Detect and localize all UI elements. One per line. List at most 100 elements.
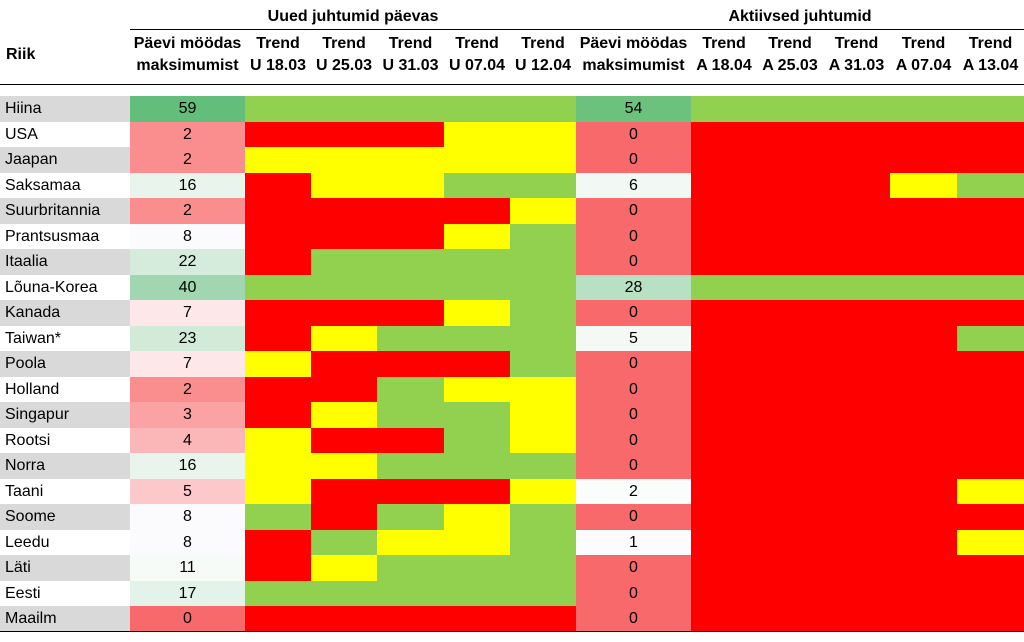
new-trend-cell <box>510 325 576 351</box>
new-days-since-max: 2 <box>130 147 245 173</box>
country-name: Taiwan* <box>5 329 62 347</box>
country-name: Rootsi <box>5 431 51 449</box>
active-trend-cell <box>757 453 823 479</box>
active-trend-cell <box>957 96 1024 122</box>
active-trend-cell <box>691 198 757 224</box>
new-trend-cell <box>377 96 444 122</box>
country-name: Taani <box>5 482 44 500</box>
new-trend-cell <box>311 351 377 377</box>
active-days-since-max: 2 <box>576 478 691 504</box>
active-trend-cell <box>890 478 957 504</box>
table-row: Prantsusmaa 8 0 <box>0 223 1024 249</box>
new-trend-cell <box>377 580 444 606</box>
new-trend-cell <box>510 121 576 147</box>
active-trend-cell <box>957 300 1024 326</box>
new-days-since-max: 3 <box>130 402 245 428</box>
new-trend-cell <box>245 376 311 402</box>
new-trend-cell <box>377 300 444 326</box>
new-trend-cell <box>444 96 510 122</box>
new-days-since-max: 17 <box>130 580 245 606</box>
new-trend-cell <box>510 96 576 122</box>
active-trend-cell <box>823 351 890 377</box>
group-header-new-cases: Uued juhtumid päevas <box>267 8 439 25</box>
table-row: Taiwan* 23 5 <box>0 325 1024 351</box>
active-trend-cell <box>957 453 1024 479</box>
active-trend-cell <box>890 453 957 479</box>
new-trend-cell <box>444 274 510 300</box>
active-trend-cell <box>757 249 823 275</box>
new-days-since-max: 0 <box>130 606 245 632</box>
new-trend-cell <box>245 580 311 606</box>
new-trend-cell <box>377 325 444 351</box>
new-trend-cell <box>444 121 510 147</box>
header-active-days-since-max: Päevi möödas maksimumist <box>579 35 688 74</box>
active-trend-cell <box>823 402 890 428</box>
new-trend-cell <box>377 376 444 402</box>
active-trend-cell <box>890 504 957 530</box>
table-row: Eesti 17 0 <box>0 580 1024 606</box>
active-trend-cell <box>691 427 757 453</box>
new-trend-cell <box>510 274 576 300</box>
new-trend-cell <box>311 96 377 122</box>
new-trend-cell <box>311 606 377 632</box>
active-trend-cell <box>691 529 757 555</box>
new-trend-cell <box>245 427 311 453</box>
active-trend-cell <box>691 453 757 479</box>
country-name: Eesti <box>5 584 41 602</box>
new-trend-cell <box>510 300 576 326</box>
active-trend-cell <box>957 555 1024 581</box>
active-trend-cell <box>757 478 823 504</box>
new-trend-cell <box>510 402 576 428</box>
active-trend-cell <box>691 249 757 275</box>
header-new-trend-1: Trend U 18.03 <box>249 35 307 74</box>
new-trend-cell <box>311 453 377 479</box>
new-trend-cell <box>510 147 576 173</box>
header-bottom-border <box>0 84 1024 85</box>
active-trend-cell <box>757 427 823 453</box>
active-trend-cell <box>823 529 890 555</box>
new-trend-cell <box>510 198 576 224</box>
country-name: Norra <box>0 453 130 479</box>
table-row: Hiina 59 54 <box>0 96 1024 122</box>
new-days-since-max: 22 <box>130 249 245 275</box>
active-trend-cell <box>890 529 957 555</box>
active-trend-cell <box>890 223 957 249</box>
table-row: Poola 7 0 <box>0 351 1024 377</box>
new-trend-cell <box>510 504 576 530</box>
active-trend-cell <box>757 172 823 198</box>
country-name: Suurbritannia <box>0 198 130 224</box>
new-trend-cell <box>444 529 510 555</box>
active-trend-cell <box>823 96 890 122</box>
active-trend-cell <box>691 478 757 504</box>
new-trend-cell <box>444 300 510 326</box>
new-trend-cell <box>444 580 510 606</box>
new-trend-cell <box>510 555 576 581</box>
new-trend-cell <box>245 325 311 351</box>
header-new-trend-2: Trend U 25.03 <box>315 35 373 74</box>
active-trend-cell <box>823 249 890 275</box>
new-trend-cell <box>311 555 377 581</box>
new-days-since-max: 16 <box>130 172 245 198</box>
active-trend-cell <box>823 172 890 198</box>
active-trend-cell <box>823 198 890 224</box>
active-days-since-max: 0 <box>576 580 691 606</box>
active-trend-cell <box>757 300 823 326</box>
active-trend-cell <box>823 376 890 402</box>
new-trend-cell <box>510 580 576 606</box>
new-trend-cell <box>245 402 311 428</box>
active-trend-cell <box>957 504 1024 530</box>
new-trend-cell <box>444 453 510 479</box>
country-name: Läti <box>0 555 130 581</box>
new-trend-cell <box>377 198 444 224</box>
new-days-since-max: 8 <box>130 504 245 530</box>
new-days-since-max: 16 <box>130 453 245 479</box>
new-trend-cell <box>444 376 510 402</box>
new-trend-cell <box>311 249 377 275</box>
new-trend-cell <box>510 606 576 632</box>
new-trend-cell <box>444 325 510 351</box>
active-trend-cell <box>957 147 1024 173</box>
active-trend-cell <box>890 96 957 122</box>
table-row: Holland 2 0 <box>0 376 1024 402</box>
new-trend-cell <box>377 223 444 249</box>
active-trend-cell <box>757 121 823 147</box>
